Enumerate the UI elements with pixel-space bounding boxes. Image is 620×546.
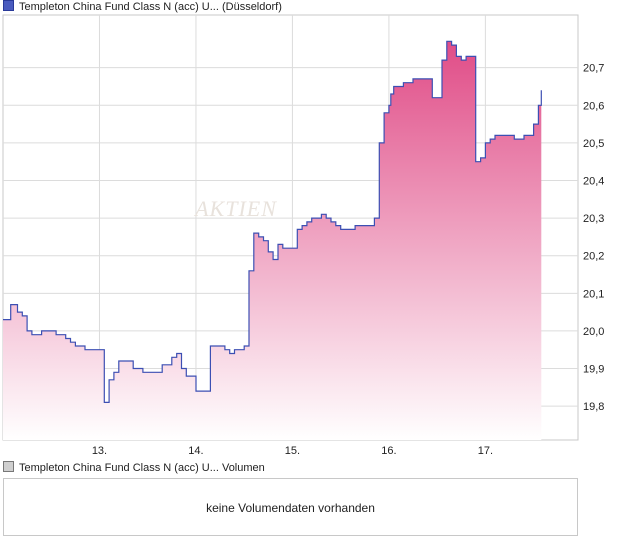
volume-empty-message: keine Volumendaten vorhanden: [206, 501, 375, 515]
x-tick-label: 14.: [188, 445, 203, 457]
y-tick-label: 20,7: [583, 63, 604, 75]
watermark-text: AKTIEN: [193, 196, 277, 221]
price-legend: Templeton China Fund Class N (acc) U... …: [3, 0, 282, 14]
y-tick-label: 19,8: [583, 401, 604, 413]
x-tick-label: 16.: [381, 445, 396, 457]
y-tick-label: 20,3: [583, 213, 604, 225]
price-area: [3, 41, 542, 441]
volume-panel: keine Volumendaten vorhanden: [3, 478, 578, 536]
x-tick-label: 15.: [285, 445, 300, 457]
x-axis-labels: 13. 14. 15. 16. 17.: [92, 445, 493, 457]
x-tick-label: 17.: [478, 445, 493, 457]
y-tick-label: 19,9: [583, 364, 604, 376]
price-legend-label: Templeton China Fund Class N (acc) U... …: [19, 1, 282, 13]
price-chart: AKTIEN 13. 14. 15. 16. 17. 19,8 19,9 20,0 20,1 2…: [2, 14, 604, 457]
y-tick-label: 20,4: [583, 175, 604, 187]
volume-legend: Templeton China Fund Class N (acc) U... …: [3, 461, 265, 475]
volume-legend-label: Templeton China Fund Class N (acc) U... …: [19, 462, 265, 474]
y-tick-label: 20,6: [583, 100, 604, 112]
y-tick-label: 20,0: [583, 326, 604, 338]
y-axis-labels: 19,8 19,9 20,0 20,1 20,2 20,3 20,4 20,5 20,6 20,7: [583, 63, 604, 413]
price-legend-swatch: [3, 0, 14, 11]
y-tick-label: 20,1: [583, 288, 604, 300]
price-line: [3, 40, 542, 403]
x-tick-label: 13.: [92, 445, 107, 457]
volume-legend-swatch: [3, 461, 14, 472]
y-tick-label: 20,5: [583, 138, 604, 150]
y-tick-label: 20,2: [583, 251, 604, 263]
